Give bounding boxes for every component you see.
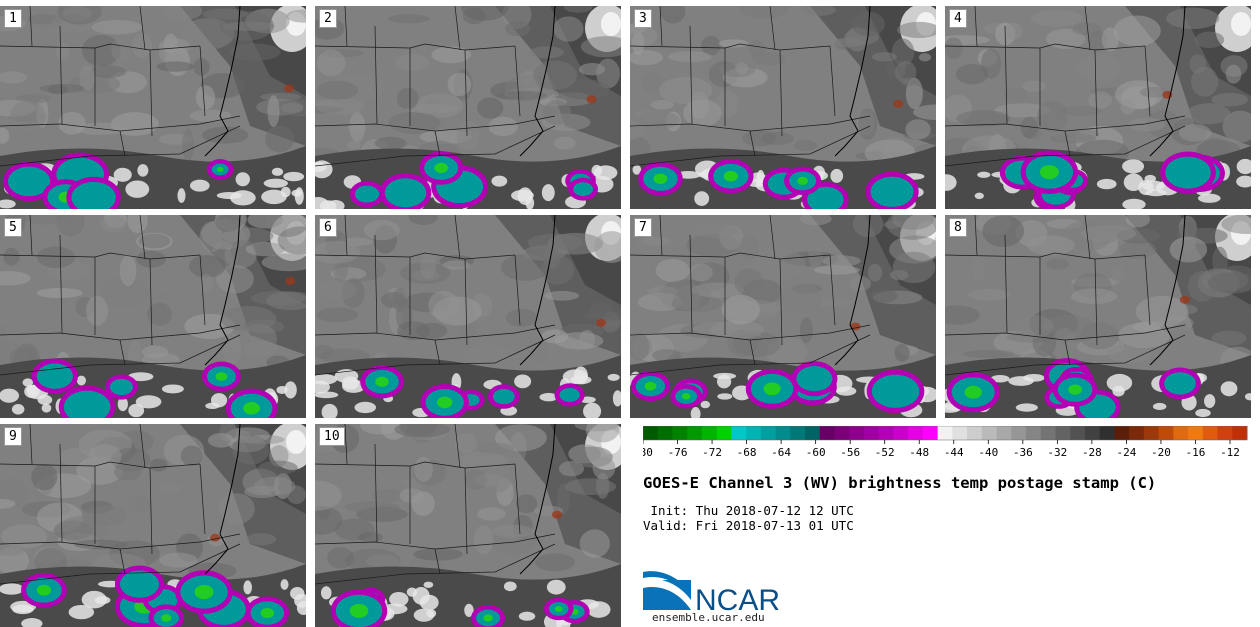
colorbar-swatch xyxy=(908,426,924,440)
satellite-map xyxy=(315,215,621,418)
colorbar-swatch xyxy=(1084,426,1101,440)
colorbar-swatch xyxy=(775,426,791,440)
colorbar-swatch xyxy=(849,426,865,440)
colorbar-swatch xyxy=(805,426,821,440)
panel-label: 8 xyxy=(949,218,967,237)
chart-title: GOES-E Channel 3 (WV) brightness temp po… xyxy=(643,474,1157,492)
colorbar-swatch xyxy=(1011,426,1027,440)
colorbar-tick-label: -24 xyxy=(1116,446,1136,459)
colorbar-swatch xyxy=(657,426,673,440)
colorbar-swatch xyxy=(819,426,836,440)
panel-2: 2 xyxy=(315,6,621,209)
colorbar-tick-label: -20 xyxy=(1151,446,1171,459)
colorbar-tick-label: -48 xyxy=(909,446,929,459)
colorbar-swatch xyxy=(746,426,762,440)
colorbar-swatch xyxy=(1202,426,1219,440)
panel-3: 3 xyxy=(630,6,936,209)
colorbar-swatch xyxy=(834,426,850,440)
colorbar-swatch xyxy=(863,426,880,440)
colorbar-swatch xyxy=(1099,426,1115,440)
colorbar-swatch xyxy=(1114,426,1130,440)
panel-8: 8 xyxy=(945,215,1251,418)
colorbar-swatch xyxy=(937,426,953,440)
satellite-map xyxy=(630,6,936,209)
panel-label: 7 xyxy=(634,218,652,237)
colorbar-swatch xyxy=(760,426,777,440)
panel-label: 5 xyxy=(4,218,22,237)
colorbar-tick-label: -68 xyxy=(737,446,757,459)
colorbar-tick-label: -72 xyxy=(702,446,722,459)
ncar-logo-text: NCAR xyxy=(695,584,780,612)
colorbar-swatch xyxy=(1217,426,1233,440)
colorbar-swatch xyxy=(878,426,894,440)
panel-10: 10 xyxy=(315,424,621,627)
colorbar-swatch xyxy=(1040,426,1056,440)
panel-label: 2 xyxy=(319,9,337,28)
colorbar-swatch xyxy=(1129,426,1145,440)
panel-7: 7 xyxy=(630,215,936,418)
colorbar-tick-label: -56 xyxy=(840,446,860,459)
satellite-map xyxy=(630,215,936,418)
valid-time: Valid: Fri 2018-07-13 01 UTC xyxy=(643,518,854,533)
colorbar-swatch xyxy=(1055,426,1071,440)
satellite-map xyxy=(0,424,306,627)
panel-label: 6 xyxy=(319,218,337,237)
panel-1: 1 xyxy=(0,6,306,209)
colorbar-swatch xyxy=(716,426,732,440)
colorbar-swatch xyxy=(672,426,688,440)
colorbar-swatch xyxy=(1070,426,1086,440)
panel-label: 1 xyxy=(4,9,22,28)
colorbar-swatch xyxy=(996,426,1012,440)
colorbar-swatch xyxy=(981,426,998,440)
ncar-logo-icon: NCAR xyxy=(643,571,780,612)
init-time: Init: Thu 2018-07-12 12 UTC xyxy=(643,503,854,518)
colorbar-swatch xyxy=(967,426,983,440)
colorbar-tick-label: -36 xyxy=(1013,446,1033,459)
colorbar-tick-label: -64 xyxy=(771,446,791,459)
colorbar-swatch xyxy=(922,426,939,440)
panel-label: 9 xyxy=(4,427,22,446)
panel-9: 9 xyxy=(0,424,306,627)
colorbar-swatch xyxy=(893,426,909,440)
colorbar-swatch xyxy=(1143,426,1160,440)
colorbar-swatch xyxy=(1188,426,1204,440)
panel-label: 3 xyxy=(634,9,652,28)
satellite-map xyxy=(0,6,306,209)
colorbar-swatch xyxy=(731,426,747,440)
colorbar-swatch xyxy=(687,426,703,440)
panel-6: 6 xyxy=(315,215,621,418)
panel-5: 5 xyxy=(0,215,306,418)
colorbar-swatch xyxy=(1158,426,1174,440)
panel-label: 4 xyxy=(949,9,967,28)
colorbar-tick-label: -32 xyxy=(1047,446,1067,459)
brand-url: ensemble.ucar.edu xyxy=(652,611,765,624)
satellite-map xyxy=(945,6,1251,209)
colorbar: -80 -76 -72 -68 -64 -60 -56 -52 -48 -44 -40 -36 -32 -… xyxy=(643,426,1248,459)
colorbar-swatch xyxy=(643,426,659,440)
colorbar-tick-label: -40 xyxy=(978,446,998,459)
panel-4: 4 xyxy=(945,6,1251,209)
colorbar-swatch xyxy=(1026,426,1042,440)
colorbar-tick-label: -44 xyxy=(944,446,964,459)
colorbar-tick-label: -28 xyxy=(1082,446,1102,459)
colorbar-tick-label: -52 xyxy=(875,446,895,459)
colorbar-tick-label: -80 xyxy=(643,446,653,459)
colorbar-tick-label: -12 xyxy=(1220,446,1240,459)
colorbar-swatch xyxy=(1173,426,1189,440)
colorbar-tick-label: -76 xyxy=(668,446,688,459)
colorbar-tick-label: -60 xyxy=(806,446,826,459)
colorbar-swatch xyxy=(790,426,806,440)
colorbar-swatch xyxy=(701,426,718,440)
satellite-map xyxy=(315,424,621,627)
colorbar-swatch xyxy=(1232,426,1248,440)
satellite-map xyxy=(315,6,621,209)
colorbar-swatch xyxy=(952,426,968,440)
satellite-map xyxy=(945,215,1251,418)
colorbar-tick-label: -16 xyxy=(1186,446,1206,459)
panel-label: 10 xyxy=(319,427,345,446)
satellite-map xyxy=(0,215,306,418)
